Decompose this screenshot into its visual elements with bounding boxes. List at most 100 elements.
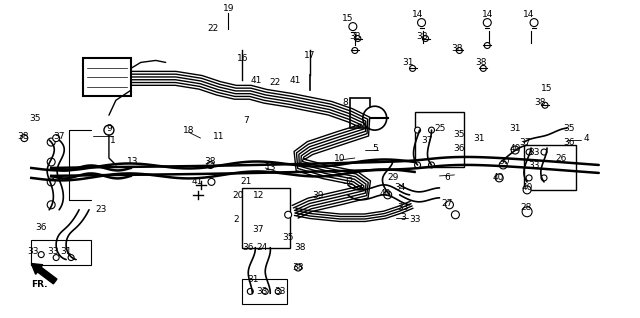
Bar — [524, 145, 576, 190]
Text: 33: 33 — [47, 247, 59, 256]
Text: 33: 33 — [528, 162, 540, 170]
Text: 40: 40 — [380, 189, 392, 198]
Text: 33: 33 — [528, 148, 540, 156]
Text: 39: 39 — [312, 191, 324, 200]
Text: 22: 22 — [269, 78, 281, 87]
Text: 33: 33 — [257, 287, 268, 296]
Circle shape — [349, 23, 357, 31]
Circle shape — [480, 66, 486, 71]
Circle shape — [53, 255, 59, 260]
Text: 33: 33 — [28, 247, 39, 256]
Text: 35: 35 — [454, 130, 465, 139]
Circle shape — [522, 207, 532, 217]
Text: 12: 12 — [253, 191, 264, 200]
Text: 33: 33 — [275, 287, 286, 296]
Text: 31: 31 — [402, 58, 413, 67]
Bar — [243, 188, 290, 248]
Circle shape — [429, 127, 435, 133]
Circle shape — [262, 288, 268, 294]
Text: 38: 38 — [416, 32, 428, 41]
Text: 33: 33 — [397, 203, 408, 212]
Circle shape — [294, 264, 301, 271]
Text: 7: 7 — [243, 116, 249, 125]
Circle shape — [499, 161, 507, 169]
Text: FR.: FR. — [31, 280, 47, 289]
Text: 4: 4 — [584, 134, 589, 142]
Text: 13: 13 — [127, 157, 139, 167]
FancyArrow shape — [31, 264, 57, 284]
Bar — [243, 280, 287, 304]
Circle shape — [445, 201, 453, 209]
Circle shape — [429, 162, 435, 168]
Text: 30: 30 — [499, 157, 510, 167]
Circle shape — [38, 252, 44, 258]
Circle shape — [104, 125, 114, 135]
Circle shape — [47, 178, 55, 186]
Text: 34: 34 — [394, 183, 405, 192]
Circle shape — [47, 158, 55, 166]
Circle shape — [495, 174, 503, 182]
Text: 38: 38 — [534, 98, 546, 107]
Text: 36: 36 — [563, 138, 575, 147]
Text: 31: 31 — [248, 275, 259, 284]
Text: 3: 3 — [401, 213, 406, 222]
Circle shape — [247, 288, 253, 294]
Text: 24: 24 — [257, 243, 268, 252]
Text: 37: 37 — [422, 135, 433, 145]
Circle shape — [484, 43, 490, 48]
Circle shape — [208, 178, 215, 185]
Circle shape — [52, 135, 60, 142]
Circle shape — [21, 135, 28, 142]
Text: 38: 38 — [292, 263, 304, 272]
Circle shape — [355, 36, 361, 42]
Text: 26: 26 — [556, 154, 566, 162]
Text: 31: 31 — [509, 124, 521, 133]
Circle shape — [47, 138, 55, 146]
Text: 2: 2 — [234, 215, 239, 224]
Text: 28: 28 — [520, 203, 532, 212]
Text: 38: 38 — [476, 58, 487, 67]
Text: 38: 38 — [294, 243, 306, 252]
Text: 14: 14 — [481, 10, 493, 19]
Text: 37: 37 — [53, 132, 65, 141]
Text: 38: 38 — [452, 44, 463, 53]
Text: 35: 35 — [282, 233, 294, 242]
Text: 22: 22 — [208, 24, 219, 33]
Circle shape — [541, 175, 547, 181]
Text: 15: 15 — [541, 84, 553, 93]
Text: 33: 33 — [409, 215, 420, 224]
Circle shape — [363, 106, 387, 130]
Circle shape — [456, 47, 462, 53]
Text: 31: 31 — [474, 134, 485, 142]
Text: 40: 40 — [493, 173, 504, 183]
Circle shape — [451, 211, 460, 219]
Text: 16: 16 — [237, 54, 248, 63]
Circle shape — [541, 149, 547, 155]
Text: 35: 35 — [29, 114, 41, 123]
Text: 1: 1 — [110, 135, 116, 145]
Circle shape — [285, 211, 292, 218]
Bar — [415, 112, 465, 167]
Text: 38: 38 — [205, 157, 216, 167]
Text: 20: 20 — [233, 191, 244, 200]
Text: 9: 9 — [106, 124, 112, 133]
Circle shape — [526, 175, 532, 181]
Text: 41: 41 — [251, 76, 262, 85]
Text: 36: 36 — [35, 223, 47, 232]
Text: 8: 8 — [342, 98, 348, 107]
Circle shape — [415, 127, 420, 133]
Circle shape — [352, 47, 358, 53]
Text: 38: 38 — [17, 132, 29, 141]
Text: 18: 18 — [183, 126, 195, 135]
Circle shape — [384, 191, 392, 199]
Text: 23: 23 — [95, 205, 107, 214]
Text: 15: 15 — [342, 14, 354, 23]
Text: 14: 14 — [524, 10, 535, 19]
Text: 14: 14 — [412, 10, 423, 19]
Text: 31: 31 — [60, 247, 72, 256]
Circle shape — [483, 19, 492, 27]
Text: 27: 27 — [442, 199, 453, 208]
Text: 32: 32 — [342, 177, 353, 186]
Text: 29: 29 — [387, 173, 398, 183]
Circle shape — [511, 146, 519, 154]
